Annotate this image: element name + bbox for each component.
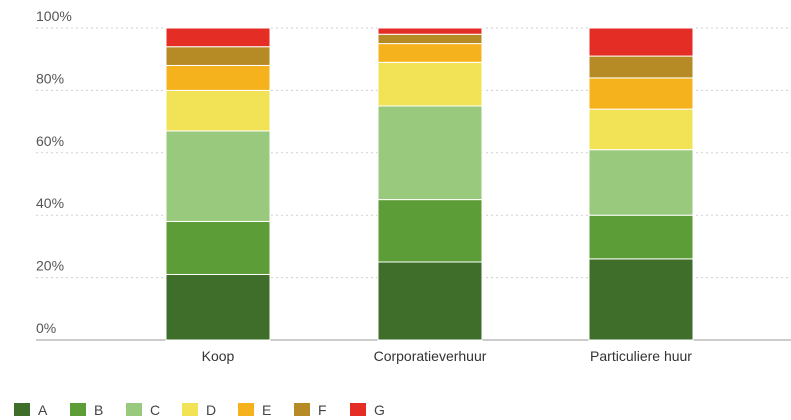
legend-label: D (206, 402, 216, 418)
legend-swatch (70, 403, 86, 416)
bar-segment (165, 64, 271, 91)
bar-segment (588, 27, 694, 57)
x-category-label: Particuliere huur (590, 348, 692, 364)
bar-segment (377, 27, 483, 35)
bar-segment (588, 108, 694, 151)
bar-segment (165, 220, 271, 275)
bar-segment (588, 258, 694, 341)
bar-segment (588, 77, 694, 110)
y-tick-label: 80% (36, 70, 64, 86)
y-tick-label: 0% (36, 320, 56, 336)
legend-label: G (374, 402, 385, 418)
legend-label: F (318, 402, 327, 418)
bar-segment (377, 105, 483, 201)
bar-segment (165, 130, 271, 222)
y-tick-label: 40% (36, 195, 64, 211)
bar-segment (165, 89, 271, 132)
bar-segment (377, 43, 483, 63)
bar-segment (377, 199, 483, 263)
legend-label: C (150, 402, 160, 418)
bar-segment (165, 273, 271, 341)
legend-swatch (350, 403, 366, 416)
y-tick-label: 100% (36, 8, 72, 24)
legend-label: B (94, 402, 103, 418)
x-category-label: Corporatieverhuur (374, 348, 487, 364)
y-tick-label: 60% (36, 133, 64, 149)
x-category-label: Koop (202, 348, 235, 364)
legend-swatch (238, 403, 254, 416)
legend-swatch (14, 403, 30, 416)
legend-label: A (38, 402, 48, 418)
bar-segment (377, 261, 483, 341)
legend-swatch (182, 403, 198, 416)
bar-segment (165, 46, 271, 66)
y-tick-label: 20% (36, 258, 64, 274)
bar-segment (588, 55, 694, 79)
bar-segment (377, 33, 483, 45)
legend-swatch (126, 403, 142, 416)
bar-segment (588, 149, 694, 216)
legend-label: E (262, 402, 271, 418)
legend-swatch (294, 403, 310, 416)
bar-segment (377, 61, 483, 107)
bar-segment (588, 214, 694, 260)
bar-segment (165, 27, 271, 48)
